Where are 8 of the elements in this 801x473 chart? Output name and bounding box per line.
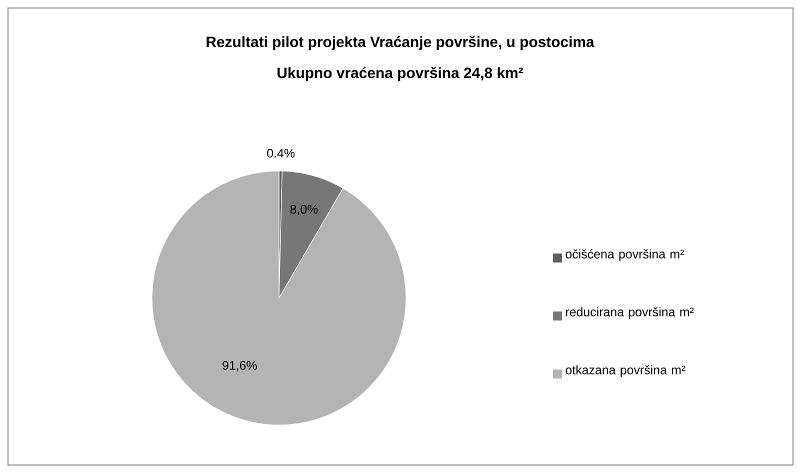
chart-subtitle: Ukupno vraćena površina 24,8 km² — [278, 66, 523, 82]
legend-label: očišćena površina m² — [566, 249, 684, 261]
data-label: 91,6% — [222, 361, 257, 372]
legend-label: reducirana površina m² — [566, 307, 694, 319]
legend-label: otkazana površina m² — [566, 365, 686, 377]
data-label: 8,0% — [290, 204, 318, 216]
data-label: 0.4% — [267, 148, 295, 158]
chart-title: Rezultati pilot projekta Vraćanje površine, u postocima — [206, 36, 594, 50]
